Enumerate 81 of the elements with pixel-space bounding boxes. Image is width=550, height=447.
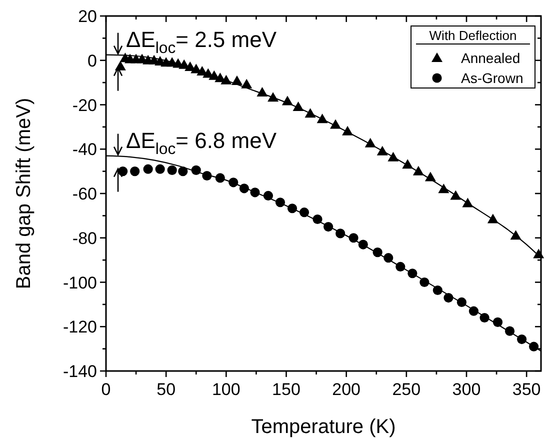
- legend-label: As-Grown: [461, 70, 524, 86]
- point: [533, 248, 544, 258]
- point: [364, 138, 376, 148]
- point: [299, 208, 310, 218]
- point: [324, 222, 334, 232]
- point: [130, 166, 140, 176]
- point: [256, 87, 268, 97]
- point: [424, 172, 436, 182]
- point: [384, 253, 394, 263]
- x-tick-label: 0: [101, 380, 111, 399]
- point: [468, 306, 479, 316]
- point: [348, 233, 358, 243]
- point: [263, 190, 274, 201]
- point: [432, 285, 442, 296]
- point: [412, 166, 424, 176]
- x-tick-label: 250: [392, 380, 421, 399]
- y-tick-label: 0: [88, 51, 97, 70]
- x-tick-label: 100: [212, 380, 240, 399]
- x-tick-label: 300: [452, 380, 481, 399]
- y-tick-label: 20: [78, 7, 97, 26]
- x-tick-label: 200: [332, 380, 361, 399]
- y-tick-label: -60: [72, 184, 97, 204]
- point: [282, 96, 293, 106]
- point: [444, 292, 454, 303]
- point: [388, 152, 399, 162]
- y-tick-label: -20: [72, 96, 97, 115]
- point: [342, 126, 354, 136]
- point: [292, 101, 304, 111]
- point: [487, 214, 498, 224]
- legend-label: Annealed: [461, 50, 520, 66]
- point: [155, 164, 165, 174]
- x-axis-title: Temperature (K): [251, 416, 396, 438]
- point: [456, 297, 466, 308]
- y-tick-label: -40: [72, 140, 97, 160]
- point: [231, 76, 242, 86]
- point: [304, 108, 316, 118]
- y-tick-label: -100: [62, 273, 97, 292]
- point: [510, 230, 522, 240]
- point: [528, 342, 539, 352]
- point: [336, 228, 346, 238]
- legend-title: With Deflection: [429, 28, 517, 43]
- point: [239, 184, 249, 194]
- point: [228, 178, 238, 188]
- annotation: ΔE$_{loc}$= 2.5 meV: [126, 26, 277, 56]
- point: [462, 198, 474, 208]
- point: [480, 312, 490, 323]
- point: [250, 188, 260, 198]
- point: [420, 277, 430, 288]
- x-tick-label: 50: [156, 380, 176, 399]
- annotation: ΔE$_{loc}$= 6.8 meV: [126, 128, 277, 158]
- point: [220, 74, 232, 84]
- point: [268, 92, 279, 102]
- x-tick-label: 150: [272, 380, 300, 399]
- point: [402, 159, 414, 169]
- y-tick-label: -80: [72, 228, 97, 248]
- point: [396, 262, 406, 272]
- point: [330, 119, 342, 129]
- point: [287, 204, 298, 214]
- point: [241, 78, 252, 88]
- point: [372, 247, 382, 258]
- point: [316, 114, 328, 124]
- point: [167, 165, 177, 176]
- point: [408, 268, 418, 278]
- point: [516, 334, 527, 344]
- point: [492, 317, 503, 327]
- point: [376, 146, 388, 156]
- point: [215, 173, 225, 183]
- y-axis-title: Band gap Shift (meV): [13, 98, 35, 290]
- x-tick-label: 350: [512, 380, 541, 399]
- point: [438, 184, 450, 194]
- point: [275, 198, 286, 208]
- point: [450, 190, 462, 200]
- point: [504, 326, 515, 336]
- point: [191, 165, 201, 176]
- point: [312, 214, 322, 224]
- point: [178, 166, 188, 176]
- point: [143, 164, 153, 174]
- y-tick-label: -140: [62, 362, 97, 381]
- point: [358, 240, 368, 250]
- y-tick-label: -120: [62, 318, 97, 337]
- point: [202, 170, 212, 181]
